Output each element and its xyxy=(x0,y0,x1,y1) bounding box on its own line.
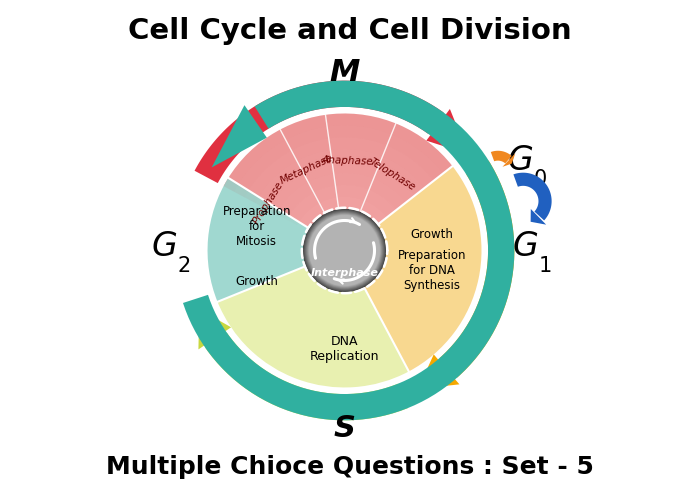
Polygon shape xyxy=(513,173,552,220)
Circle shape xyxy=(307,213,382,288)
Text: Metaphase: Metaphase xyxy=(279,152,335,186)
Polygon shape xyxy=(440,161,514,378)
Circle shape xyxy=(308,214,382,287)
Circle shape xyxy=(305,211,384,290)
Text: $\mathit{1}$: $\mathit{1}$ xyxy=(538,256,552,276)
Circle shape xyxy=(306,212,383,289)
Circle shape xyxy=(307,213,382,288)
Circle shape xyxy=(309,215,380,286)
Wedge shape xyxy=(218,266,409,387)
Polygon shape xyxy=(205,332,408,420)
Text: Preparation
for DNA
Synthesis: Preparation for DNA Synthesis xyxy=(398,248,466,292)
Text: $\mathit{0}$: $\mathit{0}$ xyxy=(533,169,547,189)
Circle shape xyxy=(304,211,384,290)
Text: Growth: Growth xyxy=(411,228,454,241)
Circle shape xyxy=(304,209,386,292)
Circle shape xyxy=(308,214,381,287)
Text: Interphase: Interphase xyxy=(311,268,379,278)
Text: $\mathit{G}$: $\mathit{G}$ xyxy=(150,230,177,262)
Circle shape xyxy=(305,211,384,290)
Circle shape xyxy=(309,215,380,286)
Circle shape xyxy=(305,211,384,290)
Polygon shape xyxy=(491,151,512,163)
Text: DNA
Replication: DNA Replication xyxy=(310,335,379,363)
Text: $\mathit{2}$: $\mathit{2}$ xyxy=(177,256,190,276)
Circle shape xyxy=(306,212,384,289)
Text: M: M xyxy=(329,59,360,87)
Circle shape xyxy=(304,210,384,291)
Circle shape xyxy=(304,210,385,291)
Text: Prophase: Prophase xyxy=(251,180,286,226)
Polygon shape xyxy=(198,309,231,349)
Circle shape xyxy=(307,213,382,288)
Circle shape xyxy=(305,211,384,290)
Wedge shape xyxy=(207,178,309,302)
Circle shape xyxy=(307,212,383,289)
Circle shape xyxy=(309,215,381,286)
Circle shape xyxy=(304,210,385,291)
Circle shape xyxy=(309,214,381,287)
Circle shape xyxy=(307,213,382,288)
Circle shape xyxy=(303,209,386,292)
Circle shape xyxy=(308,214,381,287)
Text: Telophase: Telophase xyxy=(368,156,417,192)
Text: Anaphase: Anaphase xyxy=(322,155,374,167)
Text: $\mathit{G}$: $\mathit{G}$ xyxy=(512,230,538,262)
Polygon shape xyxy=(531,209,546,225)
Polygon shape xyxy=(183,81,514,420)
Text: Preparation
for
Mitosis: Preparation for Mitosis xyxy=(223,205,291,248)
Text: $\mathit{G}$: $\mathit{G}$ xyxy=(507,144,533,177)
Circle shape xyxy=(306,212,383,289)
Wedge shape xyxy=(234,125,443,197)
Wedge shape xyxy=(244,137,434,203)
Text: S: S xyxy=(333,414,356,442)
Wedge shape xyxy=(223,114,452,231)
Wedge shape xyxy=(223,114,452,192)
Polygon shape xyxy=(426,109,468,154)
Circle shape xyxy=(307,213,382,288)
Wedge shape xyxy=(364,166,482,372)
Circle shape xyxy=(303,209,386,292)
Text: Cell Cycle and Cell Division: Cell Cycle and Cell Division xyxy=(128,17,572,45)
Polygon shape xyxy=(211,105,267,168)
Polygon shape xyxy=(418,355,459,389)
Circle shape xyxy=(303,209,386,292)
Polygon shape xyxy=(195,81,444,183)
Circle shape xyxy=(309,215,380,286)
Text: Multiple Chioce Questions : Set - 5: Multiple Chioce Questions : Set - 5 xyxy=(106,455,594,480)
Circle shape xyxy=(304,210,385,291)
Text: Growth: Growth xyxy=(235,275,279,288)
Polygon shape xyxy=(503,153,515,167)
